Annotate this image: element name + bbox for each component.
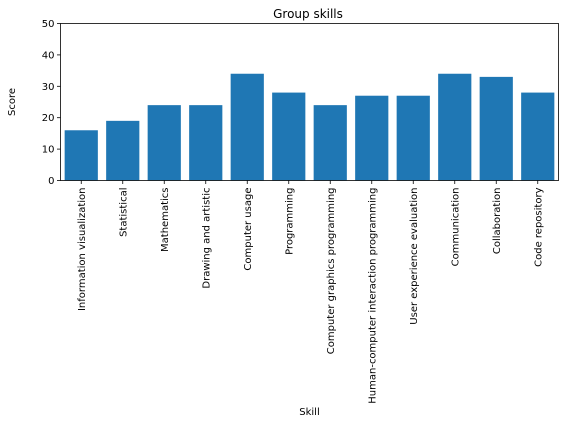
x-tick-label-11: Code repository [533,187,544,266]
y-axis-label: Score [7,88,18,116]
y-tick-label-0: 0 [48,176,54,187]
bar-11 [521,92,555,181]
bar-6 [313,105,347,181]
x-tick-label-4: Computer usage [243,188,254,271]
x-axis-label: Skill [299,407,319,418]
y-axis: 0 10 20 30 40 50 [42,19,61,187]
plot-frame [60,23,559,181]
x-tick-label-8: User experience evaluation [409,188,420,325]
y-tick-label-2: 20 [42,113,55,124]
x-tick-label-9: Communication [450,188,461,267]
chart-title: Group skills [273,7,343,21]
bar-5 [272,92,306,181]
y-tick-label-1: 10 [42,145,55,156]
bar-10 [479,76,513,181]
x-tick-label-5: Programming [284,188,295,255]
bars-layer [64,73,555,181]
x-axis: Information visualization Statistical Math… [77,180,544,404]
x-tick-label-6: Computer graphics programming [326,188,337,355]
bar-0 [64,130,98,181]
y-tick-label-3: 30 [42,82,55,93]
bar-3 [189,105,223,181]
bar-1 [106,120,140,181]
bar-7 [355,95,389,181]
x-tick-label-2: Mathematics [160,188,171,252]
x-tick-label-1: Statistical [118,188,129,237]
bar-9 [438,73,472,181]
bar-2 [147,105,181,181]
bar-8 [396,95,430,181]
bar-4 [230,73,264,181]
y-tick-label-4: 40 [42,50,55,61]
x-tick-label-0: Information visualization [77,188,88,312]
y-tick-label-5: 50 [42,19,55,30]
x-tick-label-7: Human-computer interaction programming [367,188,378,404]
x-tick-label-3: Drawing and artistic [201,188,212,289]
x-tick-label-10: Collaboration [492,188,503,255]
